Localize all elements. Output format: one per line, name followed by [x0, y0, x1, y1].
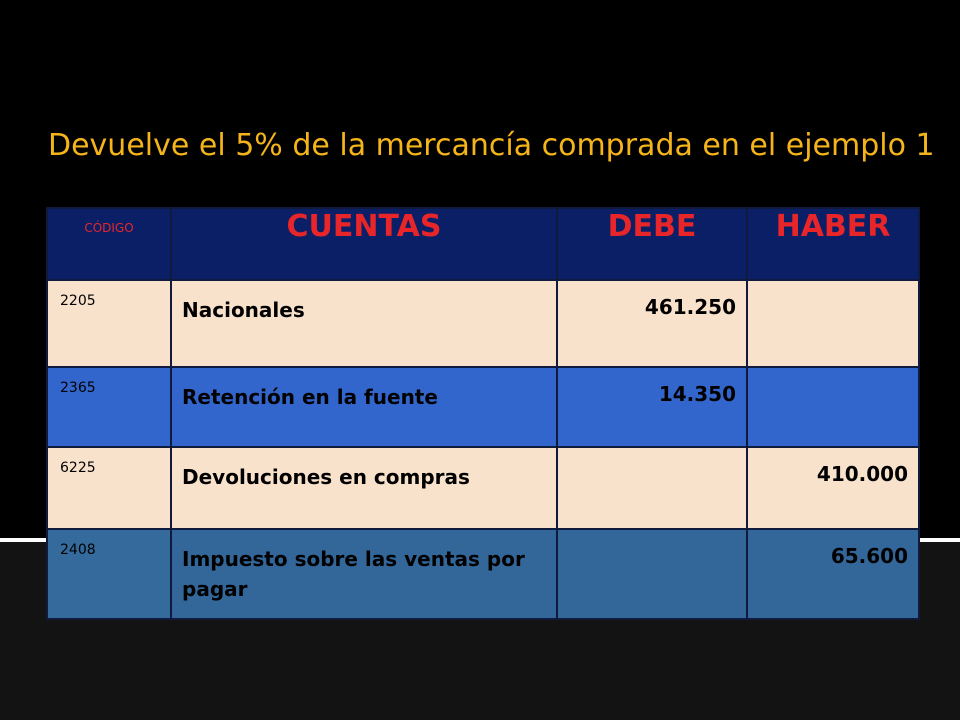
row-account: Impuesto sobre las ventas por pagar [170, 528, 558, 620]
table-header-row: CÓDIGO CUENTAS DEBE HABER [46, 207, 920, 281]
row-account: Retención en la fuente [170, 366, 558, 448]
row-debit [556, 446, 748, 530]
row-credit [746, 279, 920, 368]
row-code: 6225 [46, 446, 172, 530]
row-debit: 14.350 [556, 366, 748, 448]
header-code: CÓDIGO [46, 207, 172, 281]
row-credit: 410.000 [746, 446, 920, 530]
row-debit [556, 528, 748, 620]
header-debit: DEBE [556, 207, 748, 281]
row-code: 2365 [46, 366, 172, 448]
table-row: 6225 Devoluciones en compras 410.000 [46, 446, 920, 530]
table-row: 2205 Nacionales 461.250 [46, 279, 920, 368]
row-debit: 461.250 [556, 279, 748, 368]
row-account: Nacionales [170, 279, 558, 368]
ledger-table: CÓDIGO CUENTAS DEBE HABER 2205 Nacionale… [46, 207, 920, 620]
row-credit: 65.600 [746, 528, 920, 620]
row-code: 2408 [46, 528, 172, 620]
header-accounts: CUENTAS [170, 207, 558, 281]
slide-title: Devuelve el 5% de la mercancía comprada … [48, 128, 935, 163]
table-row: 2365 Retención en la fuente 14.350 [46, 366, 920, 448]
header-credit: HABER [746, 207, 920, 281]
row-credit [746, 366, 920, 448]
row-code: 2205 [46, 279, 172, 368]
row-account: Devoluciones en compras [170, 446, 558, 530]
table-row: 2408 Impuesto sobre las ventas por pagar… [46, 528, 920, 620]
